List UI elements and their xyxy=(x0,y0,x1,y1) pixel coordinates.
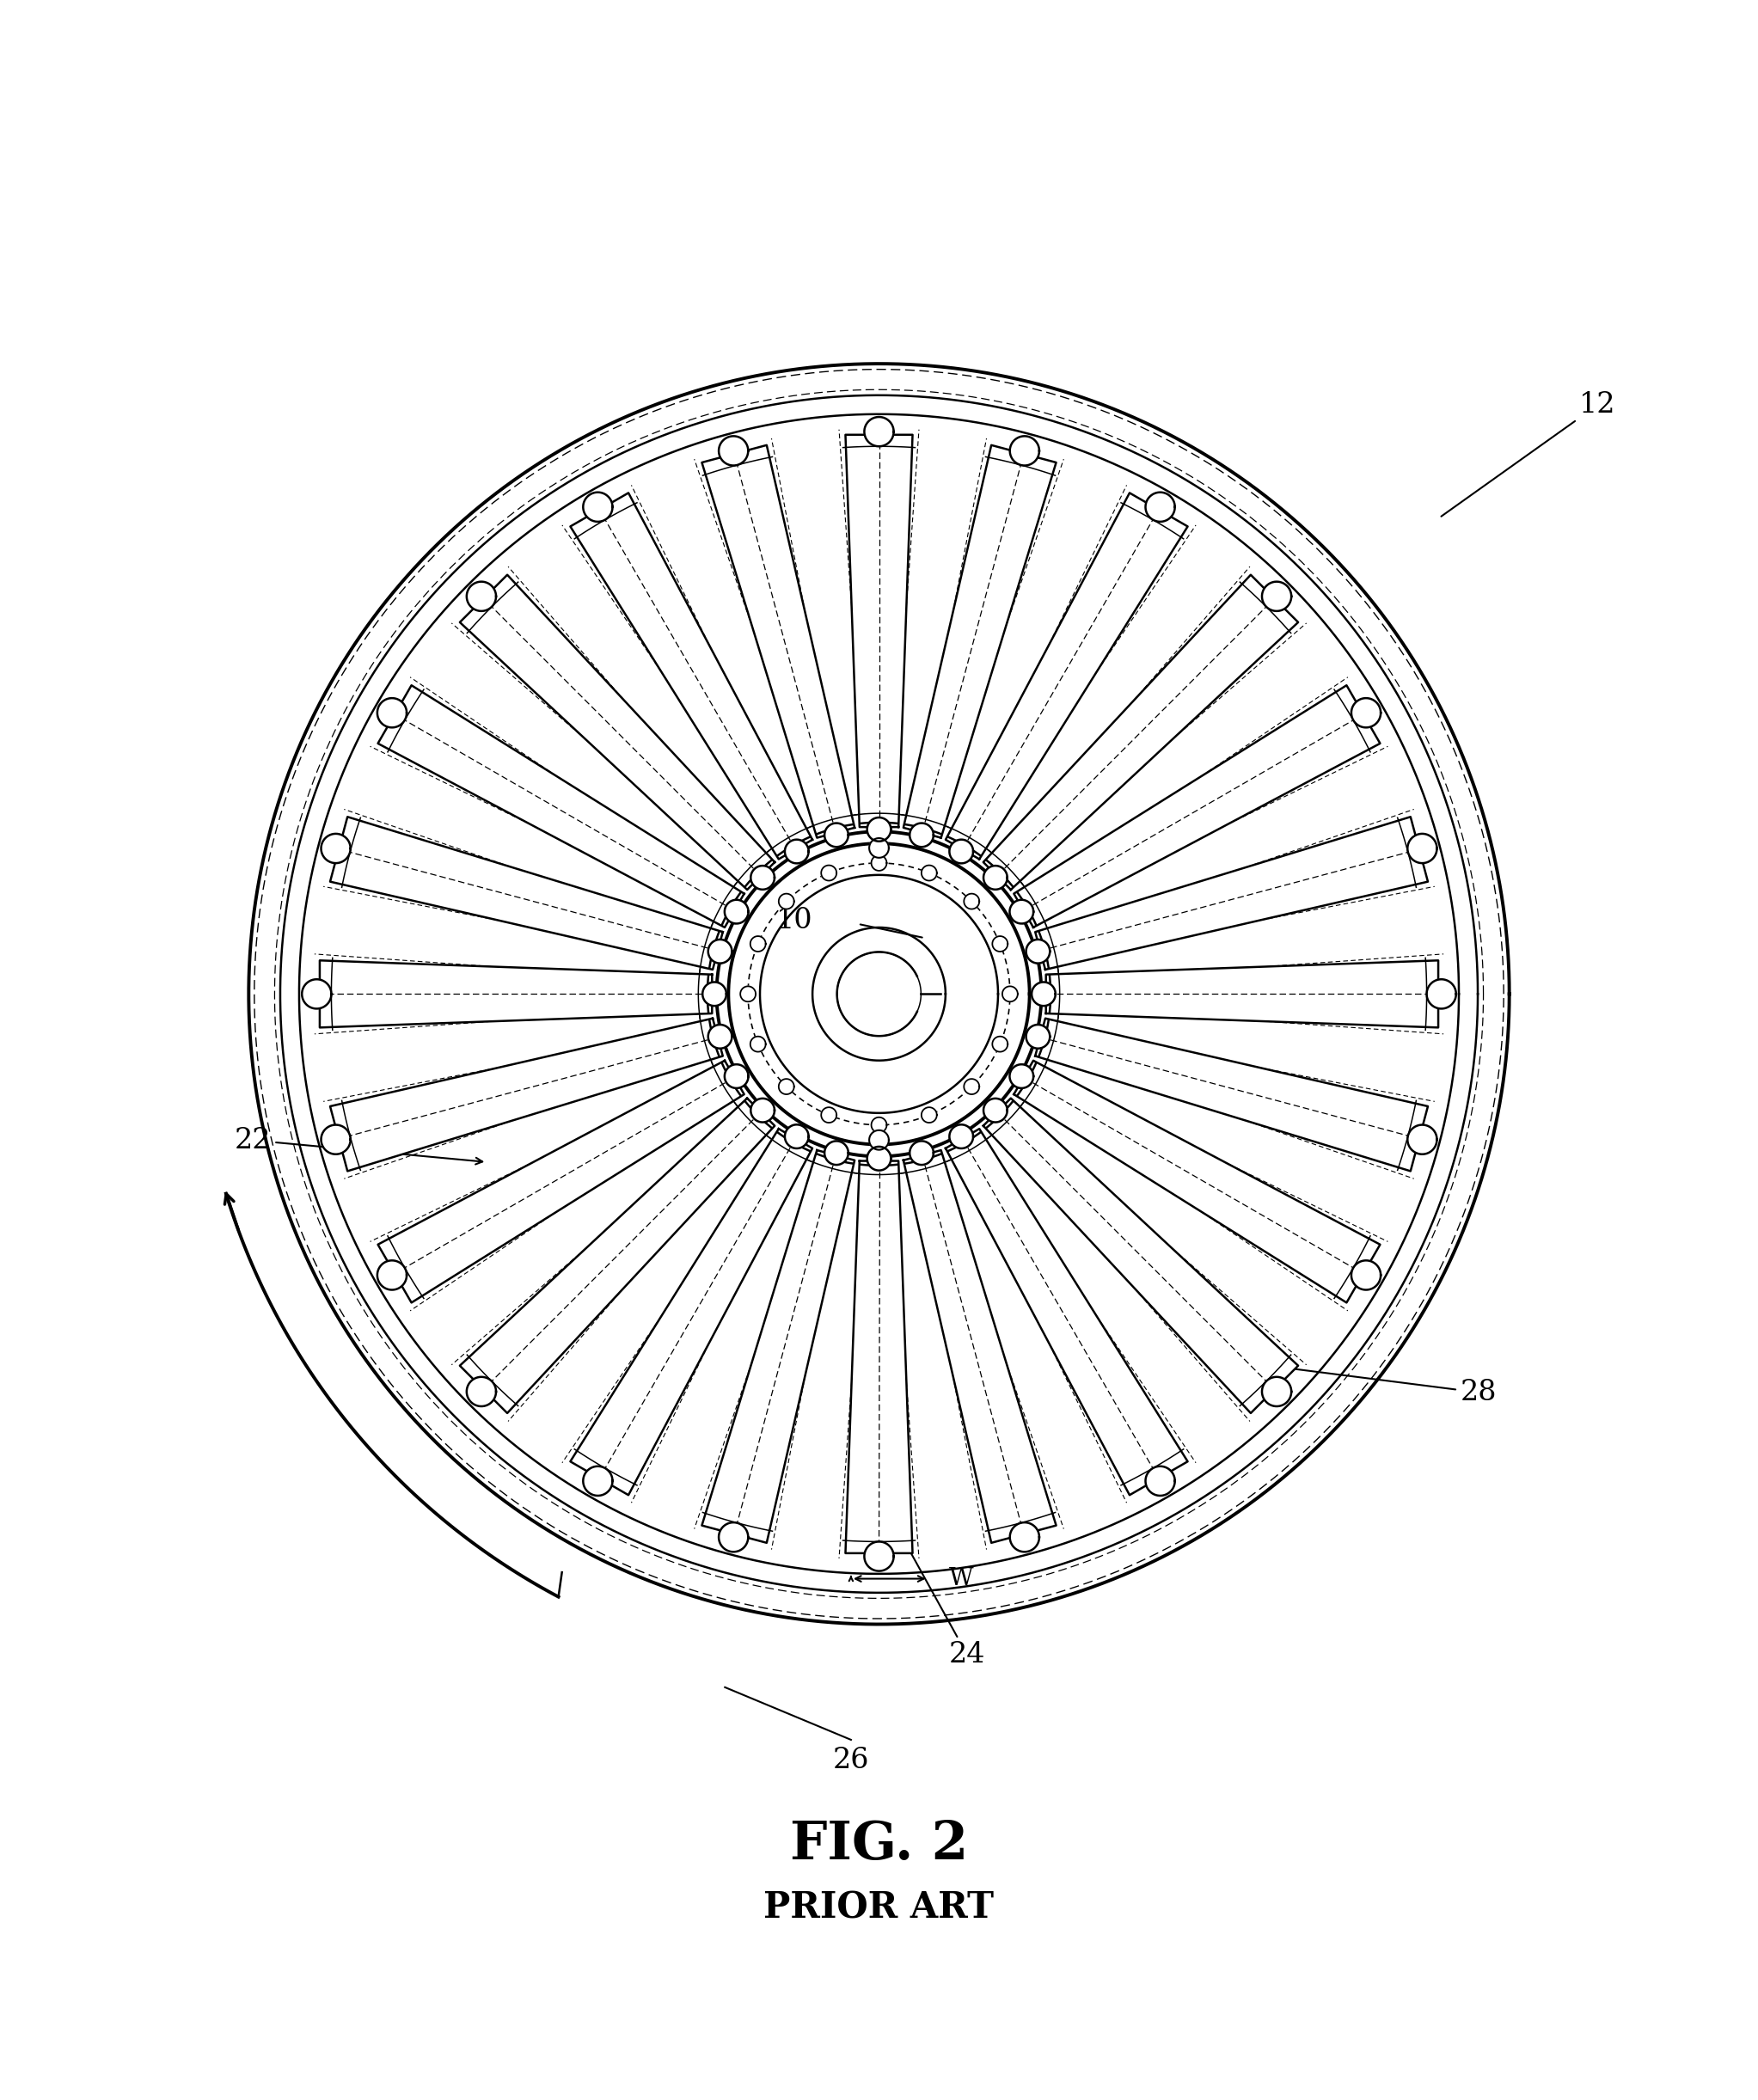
Polygon shape xyxy=(1009,437,1039,466)
Polygon shape xyxy=(740,987,756,1002)
Polygon shape xyxy=(1014,1060,1380,1302)
Text: 12: 12 xyxy=(1442,391,1616,517)
Polygon shape xyxy=(719,1522,749,1552)
Polygon shape xyxy=(378,1260,406,1289)
Polygon shape xyxy=(1262,1378,1292,1407)
Polygon shape xyxy=(302,979,331,1008)
Polygon shape xyxy=(983,1098,1297,1413)
Polygon shape xyxy=(1046,960,1438,1027)
Polygon shape xyxy=(963,895,979,909)
Polygon shape xyxy=(867,1147,891,1170)
Polygon shape xyxy=(1009,899,1034,924)
Polygon shape xyxy=(701,445,854,838)
Polygon shape xyxy=(868,1130,890,1151)
Polygon shape xyxy=(1352,697,1380,727)
Text: FIG. 2: FIG. 2 xyxy=(789,1819,969,1871)
Text: 24: 24 xyxy=(902,1535,986,1669)
Polygon shape xyxy=(1408,834,1436,863)
Text: 10: 10 xyxy=(775,907,812,934)
Polygon shape xyxy=(378,697,406,727)
Polygon shape xyxy=(466,582,496,611)
Polygon shape xyxy=(322,834,350,863)
Polygon shape xyxy=(751,937,766,951)
Polygon shape xyxy=(461,575,775,890)
Polygon shape xyxy=(779,895,795,909)
Polygon shape xyxy=(570,1130,812,1495)
Polygon shape xyxy=(1009,1065,1034,1088)
Polygon shape xyxy=(322,1126,350,1155)
Polygon shape xyxy=(1032,983,1055,1006)
Polygon shape xyxy=(992,937,1007,951)
Polygon shape xyxy=(821,865,837,880)
Polygon shape xyxy=(1009,1522,1039,1552)
Polygon shape xyxy=(701,1151,854,1544)
Polygon shape xyxy=(1146,491,1174,521)
Polygon shape xyxy=(1002,987,1018,1002)
Polygon shape xyxy=(461,1098,775,1413)
Polygon shape xyxy=(865,1541,893,1571)
Polygon shape xyxy=(921,865,937,880)
Polygon shape xyxy=(909,1140,933,1166)
Polygon shape xyxy=(1027,939,1050,964)
Text: 26: 26 xyxy=(833,1747,868,1774)
Polygon shape xyxy=(846,1161,912,1554)
Polygon shape xyxy=(872,1117,886,1132)
Polygon shape xyxy=(1427,979,1456,1008)
Polygon shape xyxy=(868,838,890,857)
Polygon shape xyxy=(724,899,749,924)
Text: PRIOR ART: PRIOR ART xyxy=(763,1890,995,1926)
Polygon shape xyxy=(703,983,726,1006)
Text: 28: 28 xyxy=(1269,1363,1496,1407)
Polygon shape xyxy=(1352,1260,1380,1289)
Polygon shape xyxy=(751,1037,766,1052)
Polygon shape xyxy=(992,1037,1007,1052)
Polygon shape xyxy=(751,1098,775,1121)
Polygon shape xyxy=(584,491,612,521)
Polygon shape xyxy=(751,865,775,890)
Polygon shape xyxy=(825,1140,849,1166)
Polygon shape xyxy=(921,1107,937,1124)
Text: 22: 22 xyxy=(234,1126,482,1163)
Polygon shape xyxy=(1014,685,1380,928)
Polygon shape xyxy=(320,960,712,1027)
Polygon shape xyxy=(331,1018,723,1172)
Polygon shape xyxy=(1146,1466,1174,1495)
Polygon shape xyxy=(1027,1025,1050,1048)
Polygon shape xyxy=(331,817,723,970)
Polygon shape xyxy=(708,1025,731,1048)
Polygon shape xyxy=(378,685,744,928)
Polygon shape xyxy=(724,1065,749,1088)
Polygon shape xyxy=(983,575,1297,890)
Polygon shape xyxy=(584,1466,612,1495)
Polygon shape xyxy=(983,1098,1007,1121)
Polygon shape xyxy=(963,1079,979,1094)
Polygon shape xyxy=(846,435,912,827)
Polygon shape xyxy=(784,840,809,863)
Polygon shape xyxy=(904,445,1057,838)
Polygon shape xyxy=(1035,817,1427,970)
Text: W: W xyxy=(949,1567,974,1590)
Polygon shape xyxy=(784,1126,809,1149)
Polygon shape xyxy=(378,1060,744,1302)
Polygon shape xyxy=(570,494,812,859)
Polygon shape xyxy=(1035,1018,1427,1172)
Polygon shape xyxy=(466,1378,496,1407)
Polygon shape xyxy=(821,1107,837,1124)
Polygon shape xyxy=(949,1126,974,1149)
Polygon shape xyxy=(1408,1126,1436,1155)
Polygon shape xyxy=(904,1151,1057,1544)
Polygon shape xyxy=(946,494,1188,859)
Polygon shape xyxy=(946,1130,1188,1495)
Polygon shape xyxy=(909,823,933,846)
Polygon shape xyxy=(949,840,974,863)
Polygon shape xyxy=(1262,582,1292,611)
Polygon shape xyxy=(983,865,1007,890)
Polygon shape xyxy=(872,855,886,871)
Polygon shape xyxy=(867,817,891,842)
Polygon shape xyxy=(708,939,731,964)
Polygon shape xyxy=(779,1079,795,1094)
Polygon shape xyxy=(719,437,749,466)
Polygon shape xyxy=(825,823,849,846)
Polygon shape xyxy=(865,418,893,447)
